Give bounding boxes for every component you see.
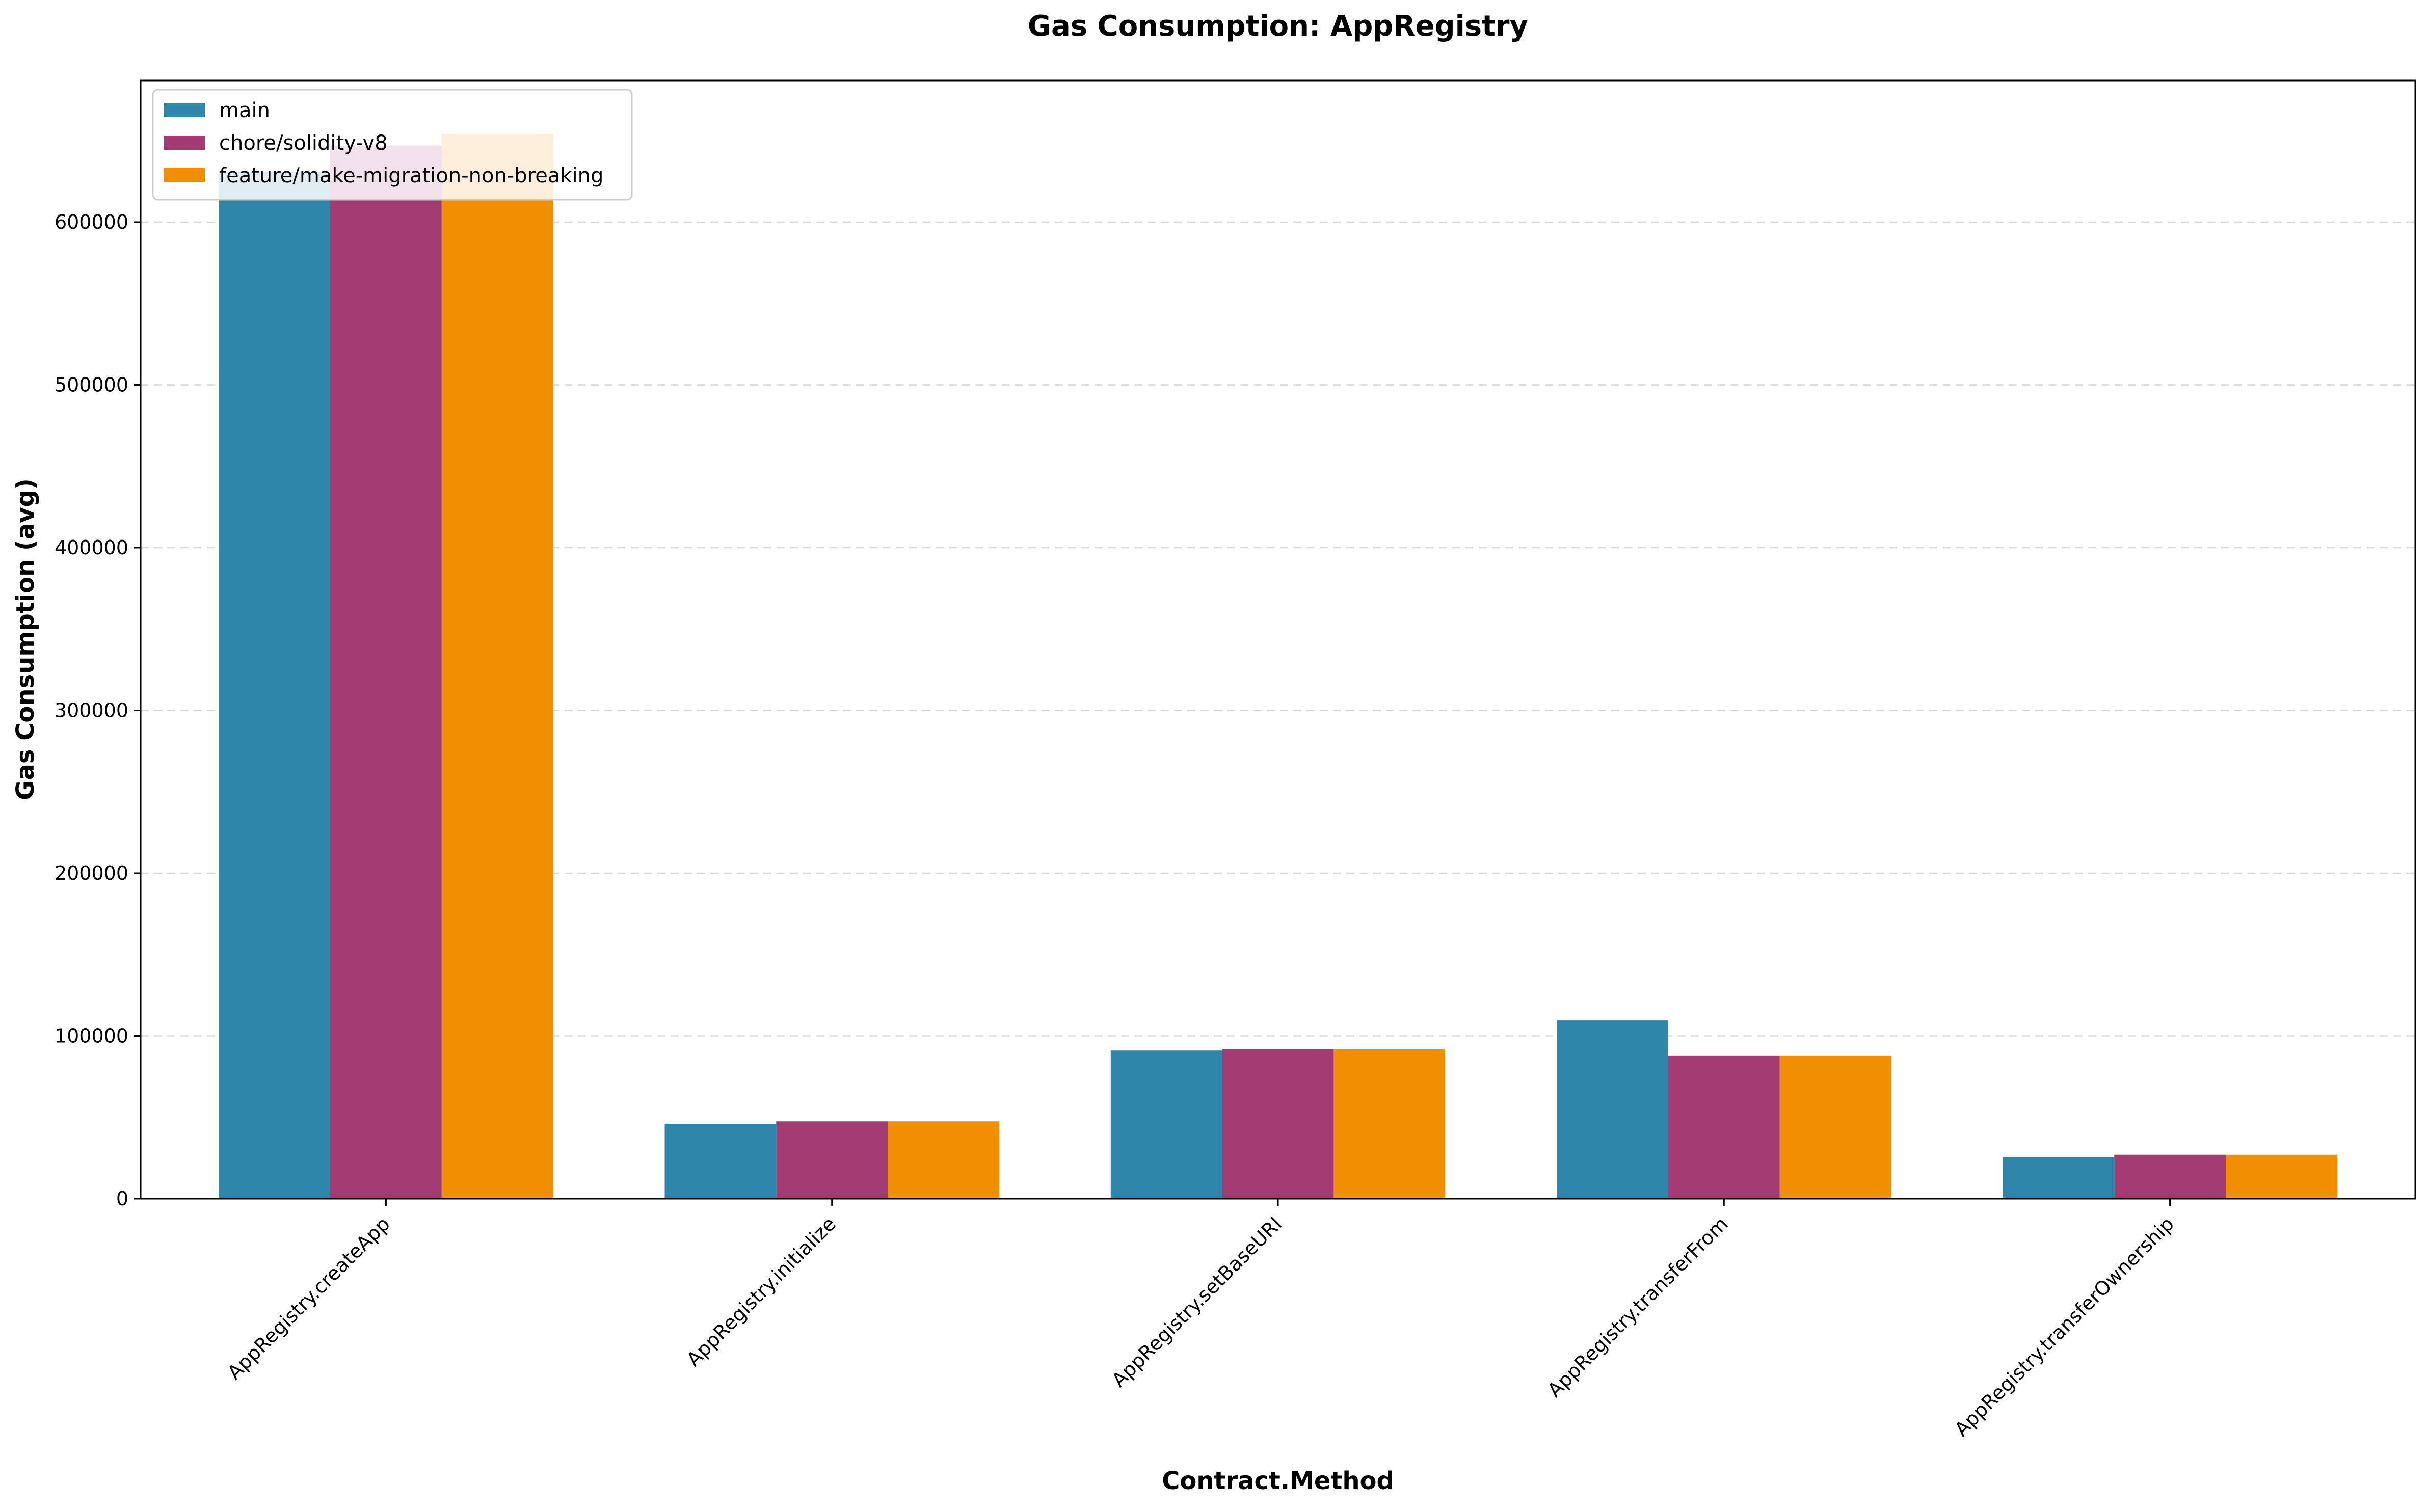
legend-label: chore/solidity-v8 [219, 131, 388, 155]
x-axis-label: Contract.Method [1162, 1467, 1394, 1495]
bar-main-0 [219, 171, 330, 1199]
bar-chore-solidity-v8-0 [330, 145, 442, 1199]
legend-label: feature/make-migration-non-breaking [219, 164, 603, 187]
bar-feature-make-migration-non-breaking-1 [888, 1121, 999, 1199]
legend-swatch [164, 136, 205, 150]
bar-chore-solidity-v8-4 [2114, 1154, 2226, 1199]
legend-swatch [164, 103, 205, 117]
y-tick-label: 100000 [55, 1024, 128, 1047]
bar-main-1 [664, 1124, 777, 1199]
bar-chore-solidity-v8-1 [776, 1121, 888, 1199]
bar-chore-solidity-v8-3 [1668, 1055, 1780, 1199]
legend-swatch [164, 168, 205, 182]
chart-title: Gas Consumption: AppRegistry [1028, 10, 1528, 43]
y-axis-label: Gas Consumption (avg) [11, 478, 40, 800]
bar-feature-make-migration-non-breaking-3 [1779, 1055, 1891, 1199]
bar-feature-make-migration-non-breaking-0 [441, 134, 553, 1199]
y-tick-label: 400000 [55, 536, 128, 559]
bar-feature-make-migration-non-breaking-4 [2226, 1154, 2337, 1199]
bar-chore-solidity-v8-2 [1222, 1049, 1334, 1199]
y-tick-label: 0 [116, 1187, 128, 1210]
y-tick-label: 600000 [55, 211, 128, 233]
bar-main-3 [1557, 1020, 1668, 1199]
bar-main-4 [2003, 1157, 2115, 1199]
legend-box [152, 89, 633, 201]
legend-label: main [219, 99, 270, 122]
legend: main chore/solidity-v8 feature/make-migrat… [152, 89, 633, 201]
bar-main-2 [1110, 1050, 1222, 1199]
y-axis: 0 100000 200000 300000 400000 500000 600000 [55, 211, 141, 1210]
y-tick-label: 200000 [55, 862, 128, 884]
bar-feature-make-migration-non-breaking-2 [1333, 1049, 1446, 1199]
y-tick-label: 300000 [55, 699, 128, 721]
bars-layer [219, 134, 2337, 1199]
y-tick-label: 500000 [55, 373, 128, 396]
